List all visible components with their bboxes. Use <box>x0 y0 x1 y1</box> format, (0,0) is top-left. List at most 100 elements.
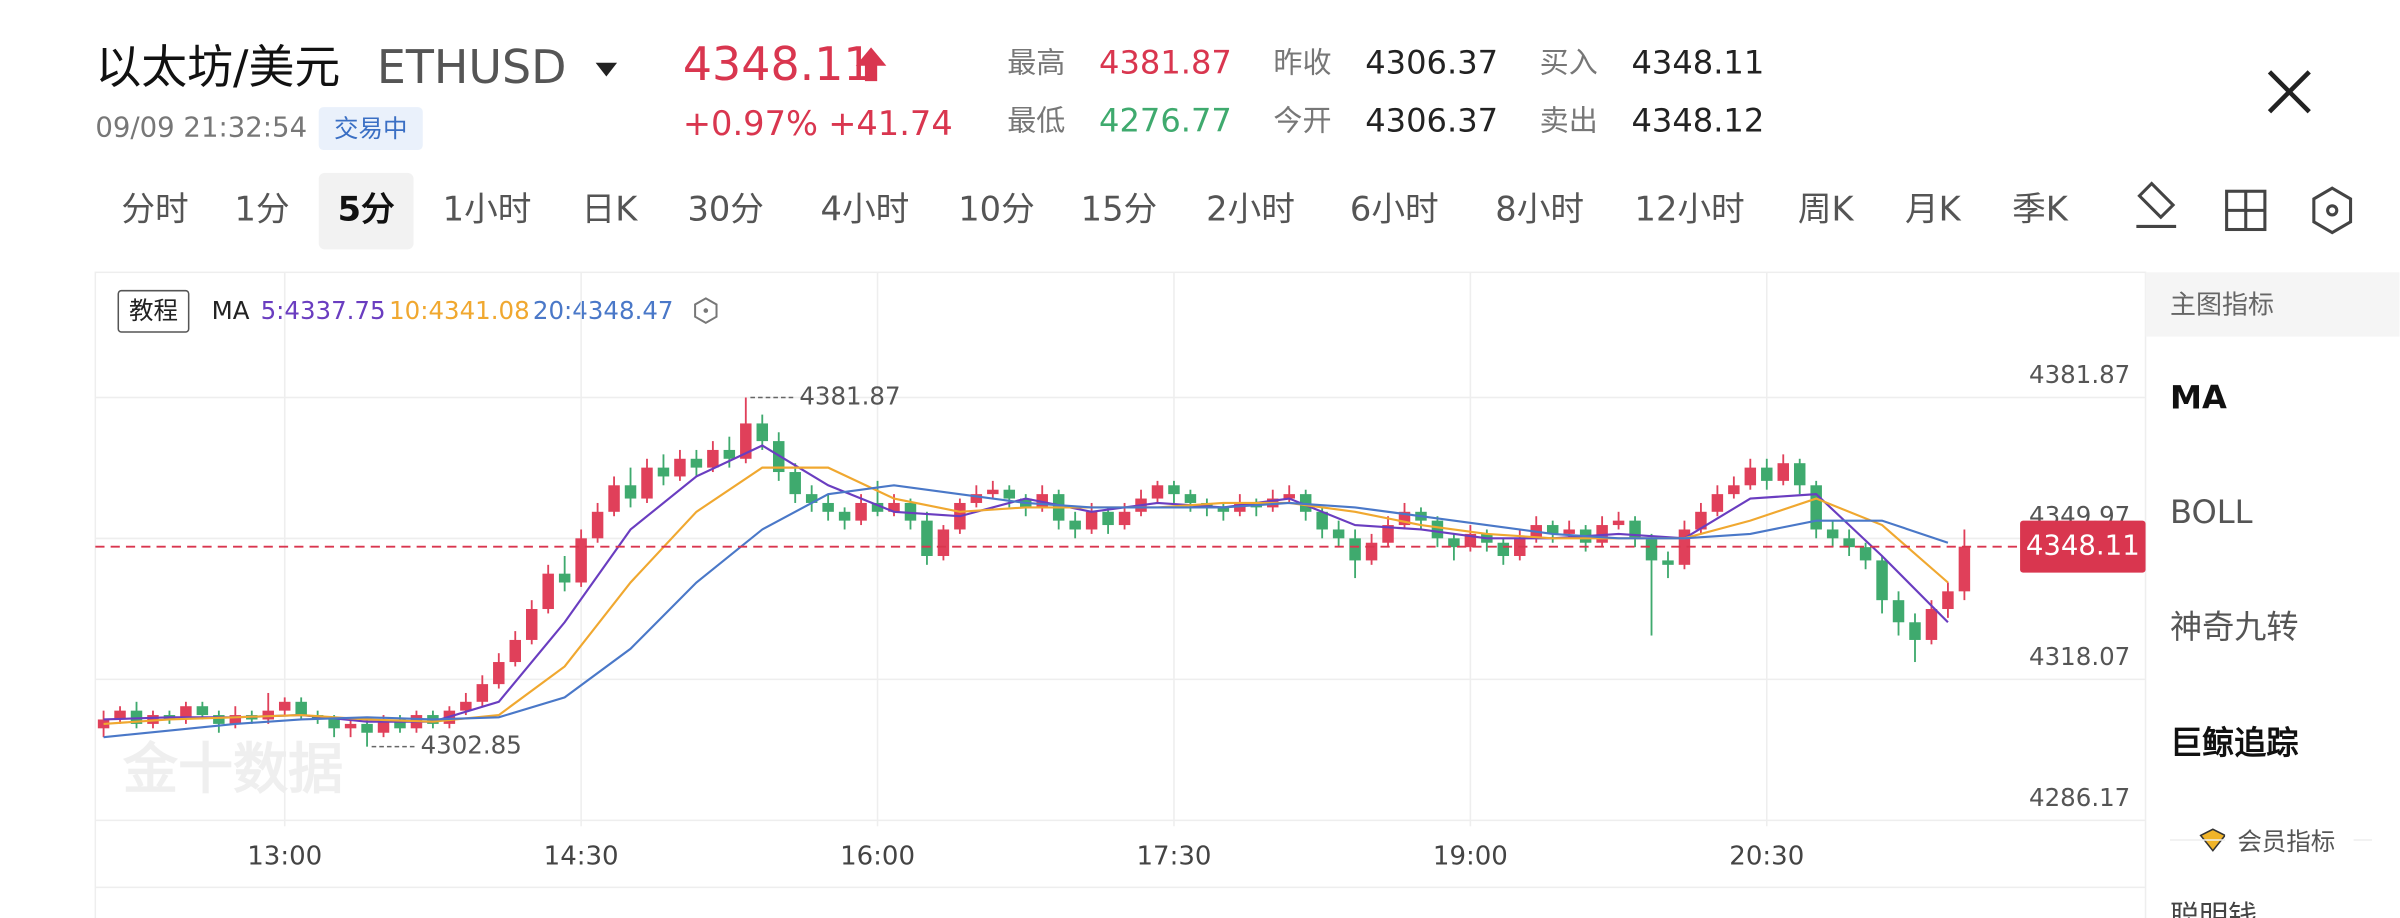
indicator[interactable]: BOLL <box>2170 493 2253 531</box>
candle-body <box>1629 520 1641 539</box>
candle-body <box>493 662 505 685</box>
indicator[interactable]: 巨鲸追踪 <box>2170 724 2299 762</box>
settings-dot <box>2326 204 2339 217</box>
current-price-box <box>2020 520 2146 573</box>
tab[interactable]: 分时 <box>121 190 188 229</box>
tutorial-button[interactable] <box>117 289 190 333</box>
candle-body <box>822 502 834 512</box>
candle-body <box>1596 525 1608 543</box>
candle-body <box>1859 547 1872 561</box>
candle-body <box>1168 485 1180 495</box>
stat-label: 今开 <box>1273 103 1331 137</box>
candle-body <box>756 423 769 442</box>
settings-icon[interactable] <box>2312 186 2353 235</box>
tab[interactable]: 2小时 <box>1206 190 1295 229</box>
candle-body <box>987 489 999 495</box>
candle-body <box>641 467 653 499</box>
tab[interactable]: 15分 <box>1081 190 1157 229</box>
candle-body <box>1069 520 1081 530</box>
candle-body <box>1793 463 1806 486</box>
candle-body <box>377 719 390 733</box>
candle-body <box>1876 560 1888 601</box>
candle-body <box>1365 542 1378 561</box>
candle-body <box>295 701 307 716</box>
candle-body <box>591 511 604 539</box>
watermark: 金十数据 <box>123 737 343 801</box>
change: +41.74 <box>828 104 953 143</box>
candle-body <box>740 423 752 459</box>
tab[interactable]: 月K <box>1905 190 1962 229</box>
tab[interactable]: 30分 <box>687 190 763 229</box>
candle-body <box>213 715 225 724</box>
candle-body <box>344 723 357 729</box>
draw-icon[interactable] <box>2136 181 2177 228</box>
candle-body <box>114 710 126 720</box>
x-tick-label: 13:00 <box>247 841 322 871</box>
candle-body <box>805 494 818 503</box>
tab[interactable]: 周K <box>1798 190 1855 229</box>
toolbar-icons[interactable] <box>2136 181 2353 235</box>
candle-body <box>1349 538 1361 561</box>
candle-body <box>1925 609 1938 640</box>
status: 交易中 <box>334 114 407 143</box>
candle-body <box>1085 511 1098 530</box>
candle-body <box>1810 485 1822 530</box>
candle-body <box>1201 502 1213 508</box>
ma-settings-icon[interactable] <box>694 297 718 324</box>
tab[interactable]: 10分 <box>958 190 1034 229</box>
candle-body <box>361 723 373 733</box>
ma-line <box>103 444 1949 723</box>
candle-body <box>1102 511 1114 526</box>
dropdown-icon[interactable] <box>595 62 618 77</box>
stat-label: 卖出 <box>1540 103 1598 137</box>
tab[interactable]: 日K <box>582 190 639 229</box>
x-tick-label: 20:30 <box>1729 841 1804 871</box>
candle-body <box>1942 591 1954 610</box>
close-button[interactable] <box>2267 70 2311 114</box>
candle-body <box>674 458 686 477</box>
tab[interactable]: 1分 <box>235 190 290 229</box>
candle-body <box>1695 511 1707 530</box>
tab[interactable]: 6小时 <box>1350 190 1439 229</box>
candle-body <box>558 573 571 583</box>
candle-body <box>838 511 851 521</box>
candle-body <box>1843 538 1855 548</box>
candle-body <box>1036 494 1048 508</box>
candle-body <box>1678 529 1691 565</box>
candle-body <box>937 529 950 556</box>
panel-more[interactable]: 聪明钱 <box>2170 899 2257 918</box>
tab[interactable]: 4小时 <box>821 190 910 229</box>
symbol: 以太坊/美元 <box>95 40 340 94</box>
up-arrow <box>855 47 887 82</box>
candle-body <box>394 719 406 729</box>
stat-value: 4306.37 <box>1365 101 1498 139</box>
tab[interactable]: 8小时 <box>1495 190 1584 229</box>
candle-body <box>1728 485 1740 495</box>
tab[interactable]: 5分 <box>338 190 395 229</box>
candle-body <box>1448 538 1460 548</box>
ma-settings-dot <box>703 308 709 313</box>
tab[interactable]: 12小时 <box>1635 190 1745 229</box>
member-label[interactable]: 会员指标 <box>2237 827 2335 856</box>
indicator[interactable]: MA <box>2170 378 2227 416</box>
change-pct: +0.97% <box>683 104 818 143</box>
candle-body <box>1398 511 1411 526</box>
candle-body <box>130 710 143 724</box>
candle-body <box>707 449 719 468</box>
candle-body <box>608 485 620 512</box>
tab[interactable]: 1小时 <box>443 190 532 229</box>
candle-body <box>1003 489 1016 499</box>
stat-value: 4276.77 <box>1099 101 1232 139</box>
candle-body <box>1826 529 1839 539</box>
candle-body <box>1234 502 1246 512</box>
stat-label: 昨收 <box>1273 45 1331 79</box>
time: 09/09 21:32:54 <box>95 112 307 144</box>
chart-frame <box>94 271 2147 918</box>
indicator[interactable]: 神奇九转 <box>2170 608 2299 646</box>
candle-body <box>1497 542 1510 556</box>
candle-body <box>690 458 703 468</box>
candle-body <box>1546 525 1559 534</box>
layout-icon-lines <box>2226 191 2265 230</box>
tab[interactable]: 季K <box>2012 190 2069 229</box>
code: ETHUSD <box>377 40 567 94</box>
